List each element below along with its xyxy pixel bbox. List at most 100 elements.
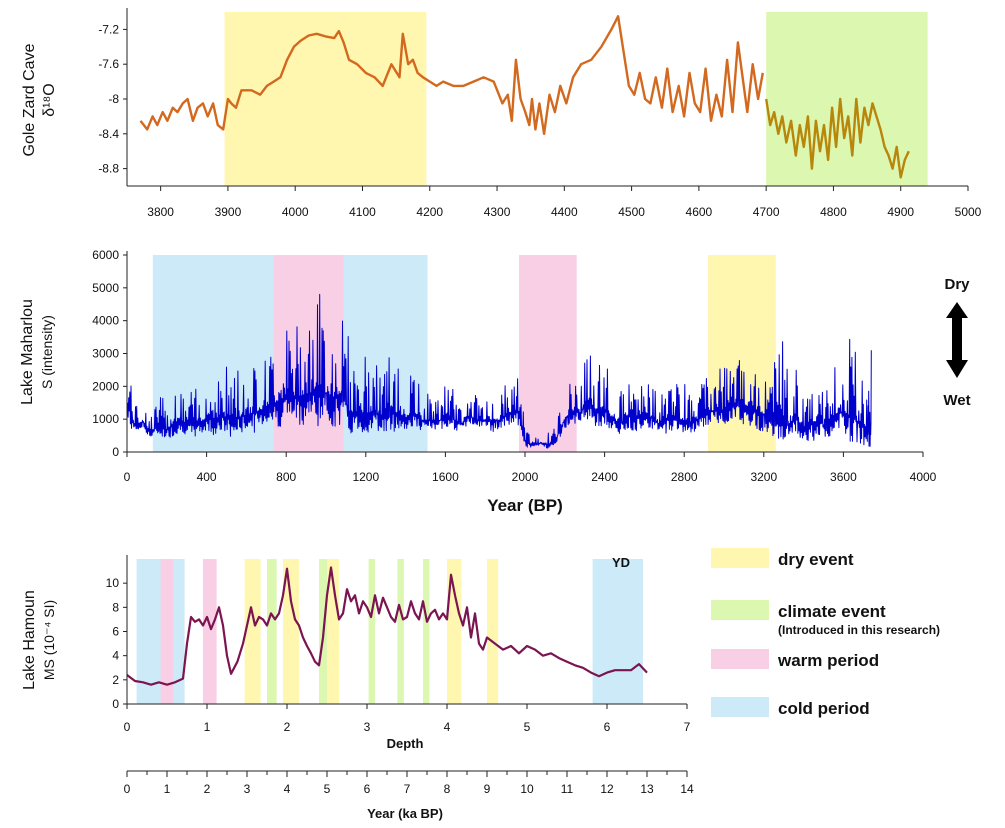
p2-xtick-label: 400 (197, 470, 217, 484)
p1-ylabel-1: Gole Zard Cave (21, 43, 38, 156)
p1-xtick-label: 4600 (686, 205, 713, 219)
p1-ylabel-2: δ¹⁸O (41, 83, 58, 116)
p1-series-line-0 (139, 15, 764, 136)
p2-xtick-label: 1600 (432, 470, 459, 484)
p1-band-climate-1 (766, 12, 928, 186)
p3-ytick-label: 4 (112, 649, 119, 663)
p3-band-dry-3 (244, 559, 261, 704)
p3-band-cold-13 (592, 559, 643, 704)
legend: dry event climate event (Introduced in t… (711, 548, 940, 718)
p2-xtick-label: 2800 (671, 470, 698, 484)
legend-swatch-climate (711, 600, 769, 620)
p2-ytick-label: 2000 (92, 379, 119, 393)
p1-series-line-1 (765, 97, 910, 179)
p2-xtick-label: 4000 (910, 470, 937, 484)
p3-axes: 0 2 4 6 8 10 0 1 2 3 4 5 6 7 (106, 555, 691, 734)
p3-year-tick-label: 13 (640, 782, 654, 796)
p2-ylabel-1: Lake Maharlou (19, 299, 36, 405)
p3-ytick-label: 6 (112, 625, 119, 639)
p1-xtick-label: 3900 (215, 205, 242, 219)
p1-ytick-label: -8.8 (98, 162, 119, 176)
dry-wet-arrow (946, 302, 968, 378)
p2-series-line (126, 293, 872, 449)
legend-label-dry: dry event (778, 550, 854, 569)
p1-xtick-label: 4300 (484, 205, 511, 219)
p3-year-tick-label: 2 (204, 782, 211, 796)
p3-year-tick-label: 10 (520, 782, 534, 796)
p3-band-climate-8 (368, 559, 375, 704)
p3-year-axis: 0 1 2 3 4 5 6 7 8 9 10 11 12 13 14 (124, 770, 694, 796)
p3-xlabel-depth: Depth (387, 736, 424, 751)
p1-xtick-label: 4200 (416, 205, 443, 219)
legend-swatch-dry (711, 548, 769, 568)
p1-xtick-label: 4700 (753, 205, 780, 219)
p2-ytick-label: 3000 (92, 347, 119, 361)
p2-ytick-label: 0 (112, 445, 119, 459)
p1-xtick-label: 4900 (887, 205, 914, 219)
p1-bands (224, 12, 928, 186)
p3-year-tick-label: 14 (680, 782, 694, 796)
legend-label-warm: warm period (777, 651, 879, 670)
p1-xtick-label: 5000 (955, 205, 982, 219)
p3-year-tick-label: 5 (324, 782, 331, 796)
p3-xtick-label: 0 (124, 720, 131, 734)
p3-ytick-label: 10 (106, 576, 120, 590)
p3-year-tick-label: 0 (124, 782, 131, 796)
p1-axes: -7.2 -7.6 -8 -8.4 -8.8 3800 3900 4000 4100 4200 43… (98, 8, 982, 219)
p3-year-tick-label: 3 (244, 782, 251, 796)
p1-ytick-label: -7.6 (98, 57, 119, 71)
p2-xtick-label: 2400 (591, 470, 618, 484)
p2-xtick-label: 0 (124, 470, 131, 484)
p2-bands (152, 255, 776, 452)
p3-bands (136, 559, 643, 704)
p1-xtick-label: 4000 (282, 205, 309, 219)
p3-band-climate-4 (267, 559, 277, 704)
p2-lines (126, 293, 872, 449)
p1-xtick-label: 3800 (147, 205, 174, 219)
p2-band-warm-3 (519, 255, 577, 452)
p3-xtick-label: 5 (524, 720, 531, 734)
p3-band-warm-2 (203, 559, 217, 704)
p3-year-tick-label: 11 (561, 782, 574, 796)
p2-ytick-label: 4000 (92, 314, 119, 328)
p1-ytick-label: -7.2 (98, 22, 119, 36)
legend-swatch-warm (711, 649, 769, 669)
p3-yd-label: YD (612, 555, 630, 570)
p3-ylabel-1: Lake Hamoun (21, 590, 38, 690)
p3-lines (126, 566, 648, 686)
p3-xtick-label: 3 (364, 720, 371, 734)
p3-band-dry-5 (283, 559, 299, 704)
p2-ylabel-2: S (intensity) (39, 315, 55, 389)
wet-label: Wet (943, 392, 970, 409)
p3-xtick-label: 6 (604, 720, 611, 734)
p3-year-tick-label: 9 (484, 782, 491, 796)
p1-band-dry-0 (224, 12, 427, 186)
p1-ytick-label: -8.4 (98, 127, 119, 141)
panel-lake-maharlou: 0 1000 2000 3000 4000 5000 6000 0 400 800 1200 1600… (19, 248, 971, 515)
p2-xlabel: Year (BP) (487, 496, 563, 515)
p3-year-tick-label: 1 (164, 782, 171, 796)
p3-xtick-label: 1 (204, 720, 211, 734)
p1-xtick-label: 4800 (820, 205, 847, 219)
panel-gole-zard-cave: -7.2 -7.6 -8 -8.4 -8.8 3800 3900 4000 4100 4200 43… (21, 8, 982, 219)
p3-band-climate-10 (423, 559, 430, 704)
legend-label-cold: cold period (778, 699, 870, 718)
p3-year-tick-label: 4 (284, 782, 291, 796)
legend-label-climate: climate event (778, 602, 886, 621)
p3-xlabel-year: Year (ka BP) (367, 806, 443, 821)
p3-ytick-label: 0 (112, 697, 119, 711)
p2-xtick-label: 3600 (830, 470, 857, 484)
p3-year-tick-label: 12 (600, 782, 614, 796)
p3-band-warm-1 (160, 559, 174, 704)
p3-xtick-label: 4 (444, 720, 451, 734)
p2-ytick-label: 6000 (92, 248, 119, 262)
p3-year-tick-label: 8 (444, 782, 451, 796)
p3-xtick-label: 7 (684, 720, 691, 734)
p2-xtick-label: 2000 (512, 470, 539, 484)
p2-ytick-label: 1000 (92, 412, 119, 426)
p2-xtick-label: 800 (276, 470, 296, 484)
p3-year-tick-label: 6 (364, 782, 371, 796)
p2-xtick-label: 1200 (352, 470, 379, 484)
legend-sublabel-climate: (Introduced in this research) (778, 623, 940, 637)
